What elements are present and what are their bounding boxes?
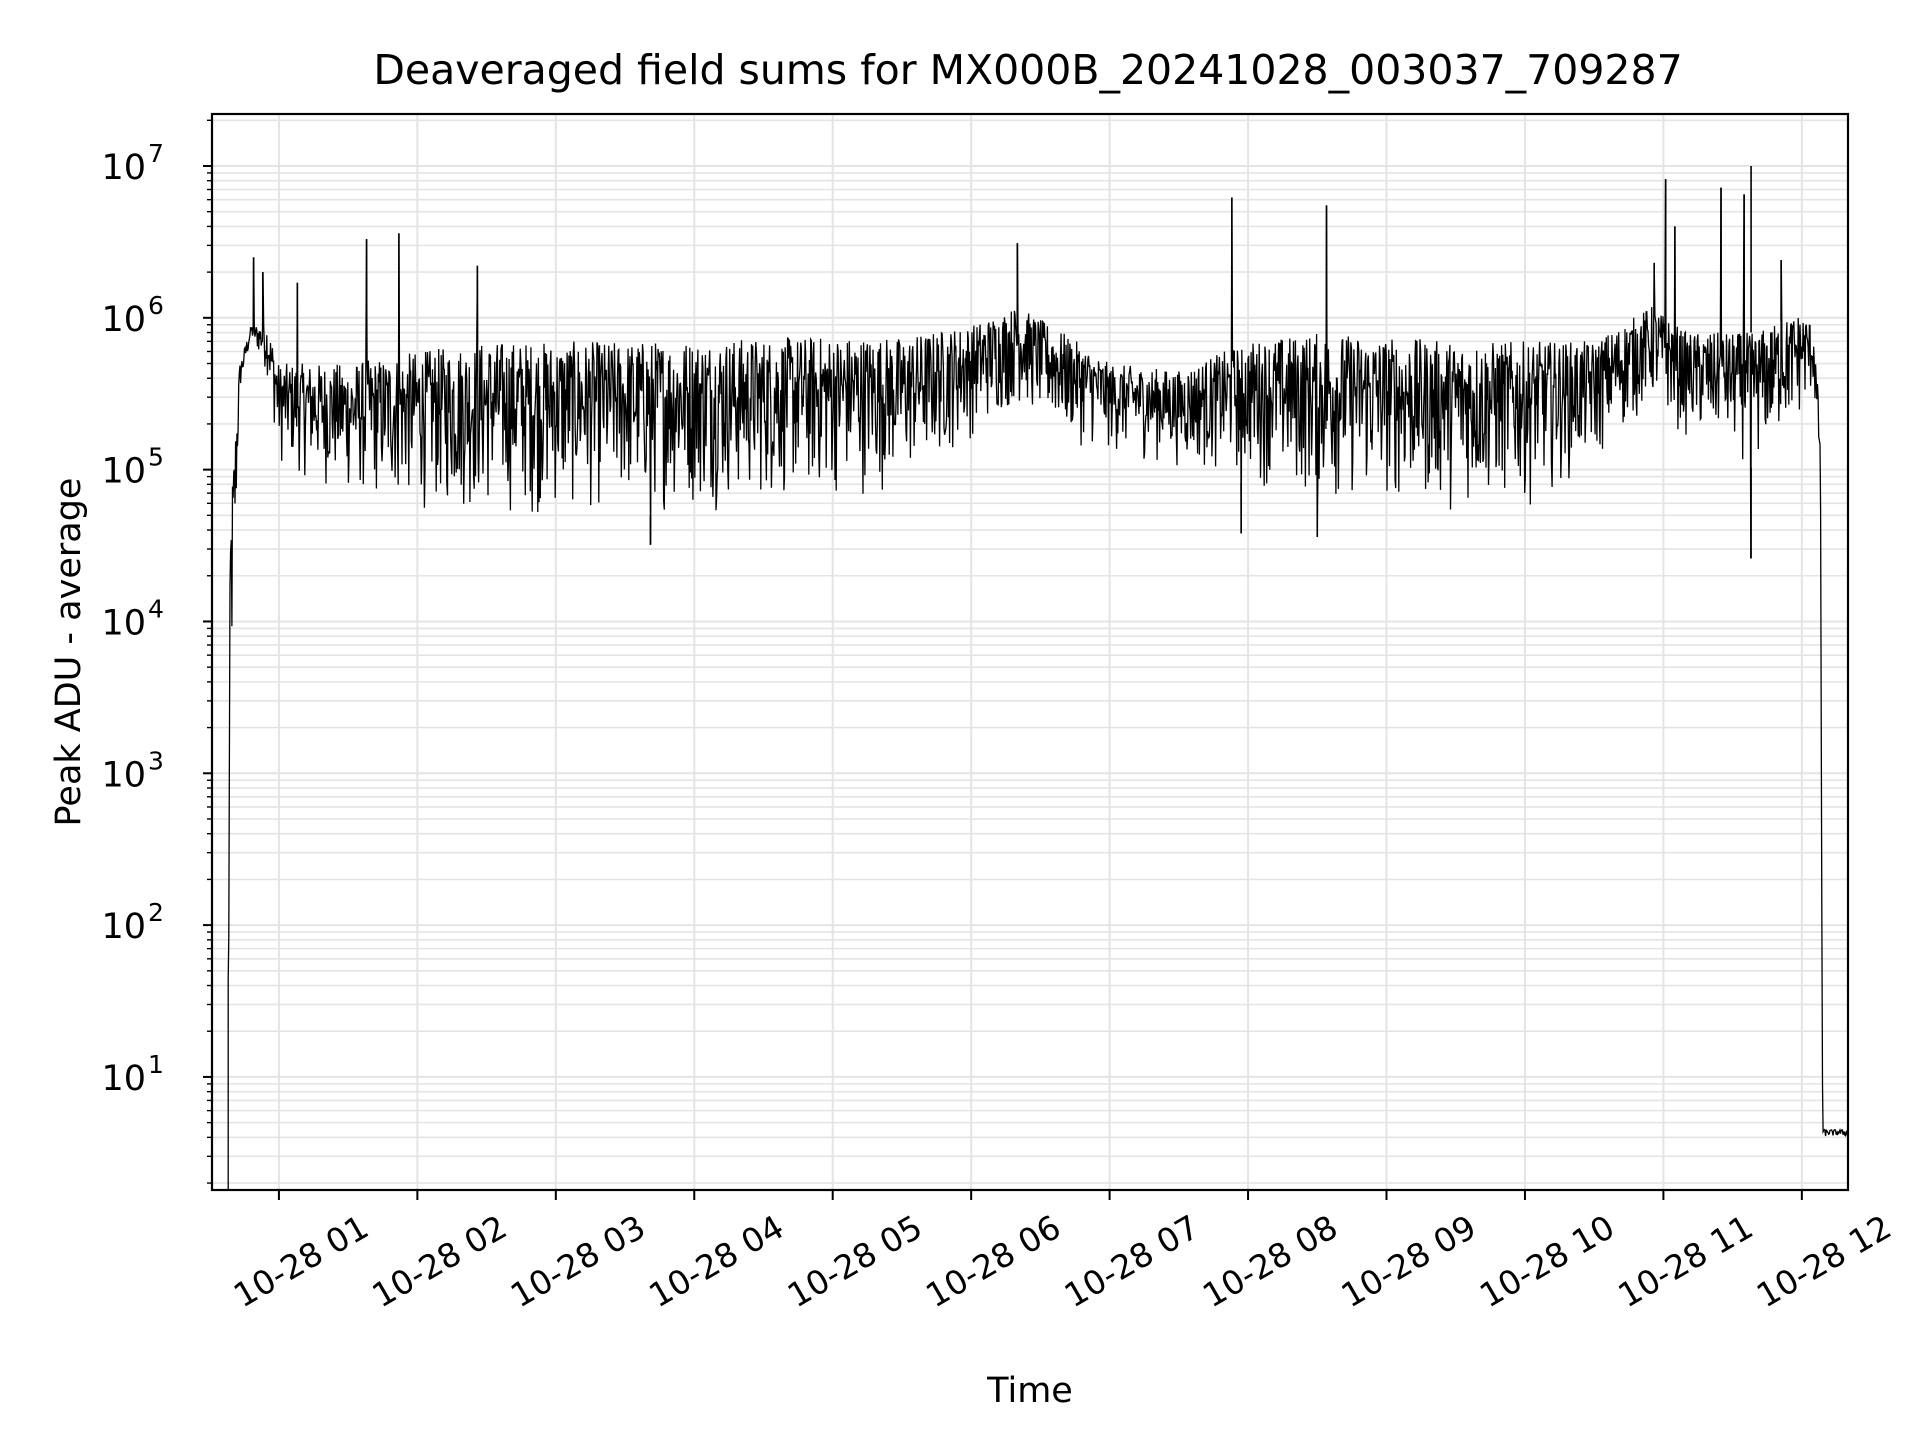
y-tick-label: 10 3: [101, 746, 163, 795]
y-tick-exponent: 3: [148, 746, 164, 775]
y-tick-base: 10: [101, 148, 146, 188]
y-tick-exponent: 7: [148, 139, 164, 168]
y-tick-exponent: 5: [148, 443, 164, 472]
data-series: [227, 165, 1849, 1190]
chart-title: Deaveraged field sums for MX000B_2024102…: [373, 46, 1682, 94]
y-tick-label: 10 1: [101, 1050, 163, 1099]
y-tick-base: 10: [101, 452, 146, 492]
y-tick-exponent: 1: [148, 1050, 164, 1079]
y-tick-base: 10: [101, 755, 146, 795]
y-tick-base: 10: [101, 907, 146, 947]
y-tick-base: 10: [101, 300, 146, 340]
y-axis-label: Peak ADU - average: [49, 478, 89, 827]
grid-lines: [212, 114, 1848, 1190]
series-line: [227, 179, 1849, 1190]
y-tick-label: 10 6: [101, 291, 163, 340]
plot-area-frame: [210, 112, 1850, 1192]
y-tick-base: 10: [101, 1059, 146, 1099]
y-tick-exponent: 4: [148, 594, 164, 623]
y-tick-label: 10 2: [101, 898, 163, 947]
x-axis-label: Time: [986, 1371, 1073, 1411]
y-tick-exponent: 2: [148, 898, 164, 927]
y-tick-label: 10 7: [101, 139, 163, 188]
y-tick-label: 10 5: [101, 443, 163, 492]
y-tick-label: 10 4: [101, 594, 163, 643]
y-tick-base: 10: [101, 603, 146, 643]
y-tick-exponent: 6: [148, 291, 164, 320]
